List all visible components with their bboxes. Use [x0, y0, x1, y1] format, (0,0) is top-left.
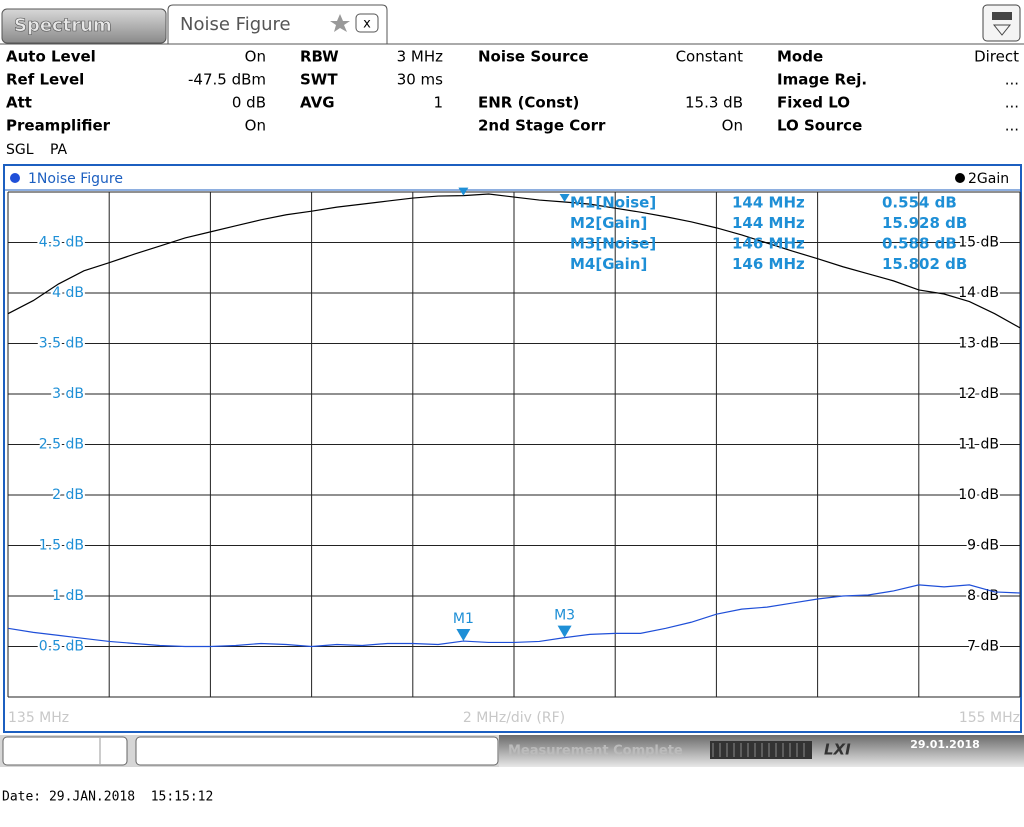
marker-frequency: 144 MHz: [732, 214, 805, 232]
x-tick-label: 155 MHz: [959, 710, 1020, 726]
setting-label: SWT: [300, 71, 338, 89]
marker-name: M4[Gain]: [570, 255, 647, 273]
marker-frequency: 146 MHz: [732, 235, 805, 253]
status-date: 29.01.2018: [910, 738, 980, 751]
y-tick-label: 4.5 dB: [39, 235, 84, 251]
y2-tick-label: 12 dB: [958, 386, 999, 402]
y2-tick-label: 9 dB: [967, 538, 999, 554]
setting-label: LO Source: [777, 117, 862, 135]
marker-name: M1[Noise]: [570, 194, 656, 212]
progress-icon: [712, 743, 805, 757]
marker-value: 0.554 dB: [882, 194, 957, 212]
y2-tick-label: 7 dB: [967, 639, 999, 655]
legend-label: 2Gain: [968, 171, 1009, 187]
y-tick-label: 3 dB: [52, 386, 84, 402]
setting-label: ENR (Const): [478, 94, 579, 112]
setting-value: 30 ms: [397, 71, 443, 89]
setting-label: Image Rej.: [777, 71, 867, 89]
tab-label: Spectrum: [14, 15, 112, 36]
setting-value: ...: [1005, 71, 1019, 89]
trace: [7, 193, 1021, 329]
setting-label: Ref Level: [6, 71, 84, 89]
menu-icon: [992, 12, 1012, 20]
setting-value: On: [245, 48, 266, 66]
y-tick-label: 4 dB: [52, 285, 84, 301]
y-tick-label: 1 dB: [52, 588, 84, 604]
setting-label: RBW: [300, 48, 339, 66]
marker-value: 0.588 dB: [882, 235, 957, 253]
tab-label: Noise Figure: [180, 14, 291, 35]
legend-dot: [10, 173, 20, 183]
status-field: [2, 736, 128, 766]
x-tick-label: 135 MHz: [8, 710, 69, 726]
menu-button[interactable]: [982, 4, 1021, 42]
menu-icon: [992, 24, 1012, 36]
setting-value: On: [722, 117, 743, 135]
y2-tick-label: 11 dB: [958, 437, 999, 453]
setting-label: AVG: [300, 94, 335, 112]
setting-value: 0 dB: [232, 94, 266, 112]
marker: [456, 629, 471, 642]
y2-tick-label: 8 dB: [967, 588, 999, 604]
setting-label: Noise Source: [478, 48, 589, 66]
tab-spectrum[interactable]: [1, 8, 167, 44]
sweep-status: SGL: [6, 142, 34, 158]
marker-frequency: 144 MHz: [732, 194, 805, 212]
y2-tick-label: 13 dB: [958, 336, 999, 352]
y-tick-label: 0.5 dB: [39, 639, 84, 655]
marker: [559, 193, 570, 202]
legend-dot: [955, 173, 965, 183]
marker-name: M3[Noise]: [570, 235, 656, 253]
marker-frequency: 146 MHz: [732, 255, 805, 273]
y-tick-label: 3.5 dB: [39, 336, 84, 352]
setting-label: 2nd Stage Corr: [478, 117, 606, 135]
marker-name: M2[Gain]: [570, 214, 647, 232]
setting-value: ...: [1005, 94, 1019, 112]
setting-value: -47.5 dBm: [188, 71, 266, 89]
marker: [458, 187, 469, 196]
y2-tick-label: 14 dB: [958, 285, 999, 301]
marker-value: 15.928 dB: [882, 214, 967, 232]
setting-label: Mode: [777, 48, 823, 66]
marker-label: M3: [554, 608, 575, 624]
legend-label: 1Noise Figure: [28, 171, 123, 187]
setting-label: Preamplifier: [6, 117, 111, 135]
setting-value: ...: [1005, 117, 1019, 135]
marker-value: 15.802 dB: [882, 255, 967, 273]
sweep-status: PA: [50, 142, 68, 158]
close-icon: x: [363, 17, 371, 32]
y-tick-label: 2.5 dB: [39, 437, 84, 453]
setting-value: 1: [433, 94, 443, 112]
close-button[interactable]: [355, 13, 379, 33]
y2-tick-label: 15 dB: [958, 235, 999, 251]
setting-value: On: [245, 117, 266, 135]
setting-label: Auto Level: [6, 48, 96, 66]
trace: [7, 584, 1021, 648]
setting-value: Constant: [676, 48, 744, 66]
chart-panel: [3, 164, 1022, 733]
marker: [557, 625, 572, 638]
status-field: [135, 736, 499, 766]
setting-value: 3 MHz: [397, 48, 444, 66]
setting-value: Direct: [974, 48, 1019, 66]
progress-icon: [710, 741, 812, 759]
setting-label: Att: [6, 94, 32, 112]
status-message: Measurement Complete: [508, 744, 683, 759]
lxi-logo: LXI: [824, 741, 851, 759]
footer: Date: 29.JAN.2018 15:15:12: [2, 790, 213, 805]
marker-label: M1: [453, 611, 474, 627]
y-tick-label: 1.5 dB: [39, 538, 84, 554]
setting-value: 15.3 dB: [685, 94, 743, 112]
tab-icon: [330, 14, 350, 32]
y2-tick-label: 10 dB: [958, 487, 999, 503]
tab-noise-figure[interactable]: [167, 4, 388, 44]
setting-label: Fixed LO: [777, 94, 850, 112]
x-axis-label: 2 MHz/div (RF): [463, 710, 565, 726]
y-tick-label: 2 dB: [52, 487, 84, 503]
